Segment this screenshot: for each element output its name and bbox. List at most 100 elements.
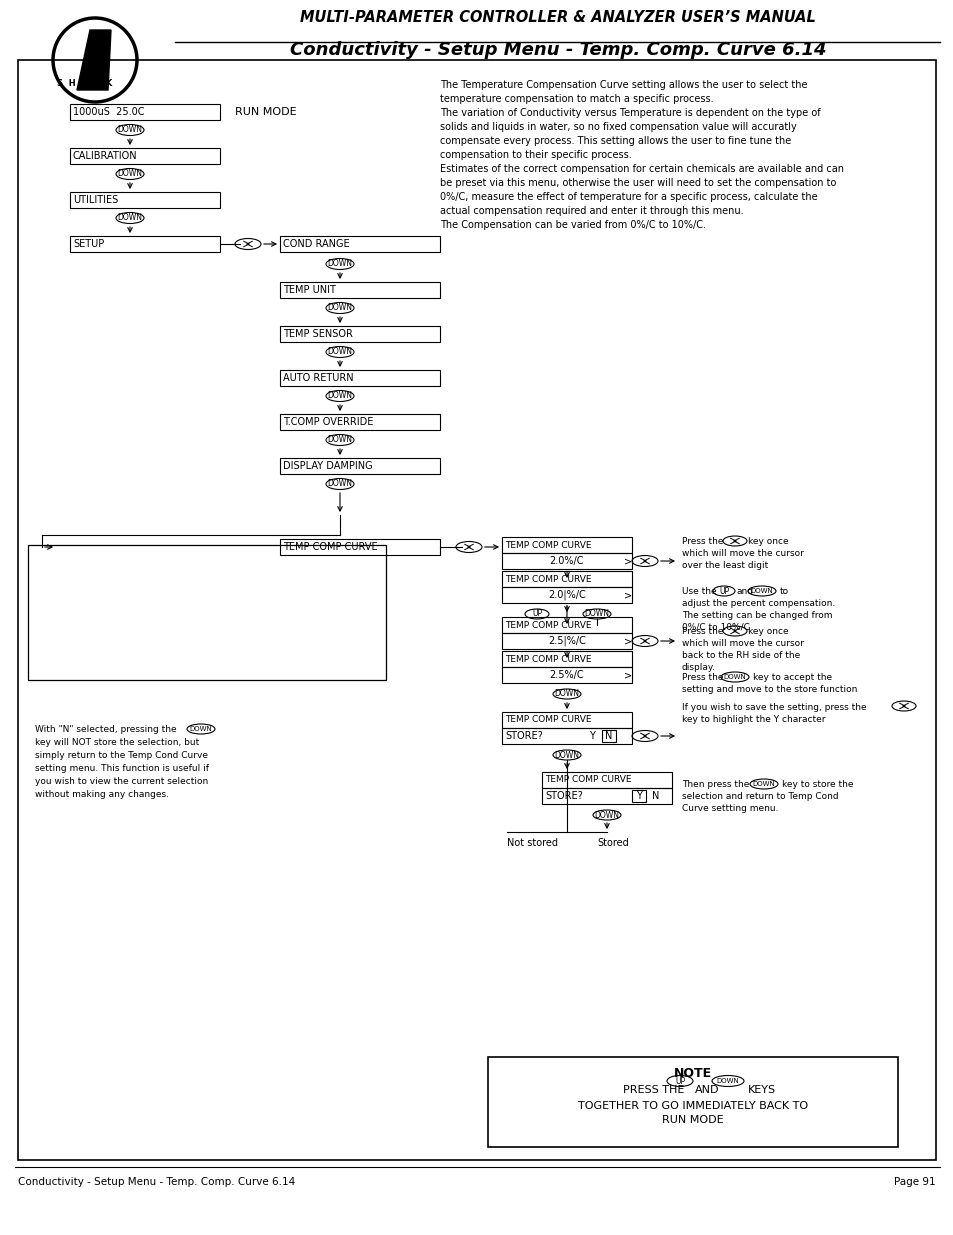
Text: which will move the cursor: which will move the cursor: [681, 638, 803, 648]
Bar: [70, 148, 220, 164]
Text: key once: key once: [747, 627, 788, 636]
Text: simply return to the Temp Cond Curve: simply return to the Temp Cond Curve: [35, 751, 208, 760]
Text: PRESS THE: PRESS THE: [622, 1086, 683, 1095]
Text: selection and return to Temp Cond: selection and return to Temp Cond: [681, 792, 838, 802]
Text: DOWN: DOWN: [750, 588, 773, 594]
Bar: [501, 634, 631, 650]
Text: The setting can be changed from: The setting can be changed from: [681, 611, 832, 620]
Text: Y: Y: [588, 731, 595, 741]
Text: UP: UP: [719, 587, 728, 595]
Text: key to store the: key to store the: [781, 781, 853, 789]
Text: RUN MODE: RUN MODE: [234, 107, 296, 117]
Text: Press the: Press the: [681, 537, 722, 546]
Text: 2.5%/C: 2.5%/C: [549, 671, 583, 680]
Text: setting menu. This function is useful if: setting menu. This function is useful if: [35, 764, 209, 773]
Text: Conductivity - Setup Menu - Temp. Comp. Curve 6.14: Conductivity - Setup Menu - Temp. Comp. …: [18, 1177, 294, 1187]
Text: DOWN: DOWN: [117, 169, 142, 179]
Bar: [501, 587, 631, 603]
Text: UP: UP: [532, 610, 541, 619]
Bar: [280, 458, 439, 474]
Text: and: and: [737, 587, 753, 597]
Text: SETUP: SETUP: [73, 240, 104, 249]
Text: Conductivity - Setup Menu - Temp. Comp. Curve 6.14: Conductivity - Setup Menu - Temp. Comp. …: [290, 41, 825, 59]
Text: key to accept the: key to accept the: [752, 673, 831, 682]
Text: TEMP SENSOR: TEMP SENSOR: [283, 329, 353, 338]
Text: TEMP COMP CURVE: TEMP COMP CURVE: [283, 542, 377, 552]
Text: DOWN: DOWN: [117, 126, 142, 135]
Text: 0%/C, measure the effect of temperature for a specific process, calculate the: 0%/C, measure the effect of temperature …: [439, 191, 817, 203]
Text: S  H  A  R  K: S H A R K: [57, 79, 112, 88]
Text: Press the: Press the: [681, 627, 722, 636]
Text: Use the: Use the: [681, 587, 716, 597]
Text: you wish to view the current selection: you wish to view the current selection: [35, 777, 208, 785]
Text: DOWN: DOWN: [584, 610, 609, 619]
Text: N: N: [651, 790, 659, 802]
Text: If you wish to save the setting, press the: If you wish to save the setting, press t…: [681, 703, 865, 713]
Polygon shape: [77, 30, 111, 90]
Text: The variation of Conductivity versus Temperature is dependent on the type of: The variation of Conductivity versus Tem…: [439, 107, 820, 119]
Text: N: N: [604, 731, 612, 741]
Text: DOWN: DOWN: [190, 726, 213, 732]
Text: DOWN: DOWN: [327, 479, 352, 489]
Text: back to the RH side of the: back to the RH side of the: [681, 651, 800, 659]
Text: STORE?: STORE?: [504, 731, 542, 741]
Bar: [501, 713, 631, 727]
Text: The Temperature Compensation Curve setting allows the user to select the: The Temperature Compensation Curve setti…: [439, 80, 806, 90]
Bar: [501, 553, 631, 569]
Text: TEMP COMP CURVE: TEMP COMP CURVE: [504, 574, 591, 583]
Text: DOWN: DOWN: [554, 689, 578, 699]
Text: TEMP COMP CURVE: TEMP COMP CURVE: [504, 655, 591, 663]
Text: TEMP COMP CURVE: TEMP COMP CURVE: [544, 776, 631, 784]
Bar: [280, 370, 439, 387]
Text: DOWN: DOWN: [117, 214, 142, 222]
Text: 1000uS  25.0C: 1000uS 25.0C: [73, 107, 144, 117]
Bar: [280, 326, 439, 342]
Text: Curve settting menu.: Curve settting menu.: [681, 804, 778, 813]
Text: Y: Y: [636, 790, 641, 802]
Text: >: >: [623, 636, 632, 646]
Text: key to highlight the Y character: key to highlight the Y character: [681, 715, 824, 724]
Text: COND RANGE: COND RANGE: [283, 240, 349, 249]
Text: DOWN: DOWN: [327, 347, 352, 357]
Text: 2.5|%/C: 2.5|%/C: [547, 636, 585, 646]
Text: Then press the: Then press the: [681, 781, 749, 789]
Bar: [501, 537, 631, 553]
Text: key once: key once: [747, 537, 788, 546]
Text: DOWN: DOWN: [327, 391, 352, 400]
Text: TEMP COMP CURVE: TEMP COMP CURVE: [504, 541, 591, 550]
Bar: [501, 651, 631, 667]
Bar: [70, 236, 220, 252]
Text: which will move the cursor: which will move the cursor: [681, 550, 803, 558]
Text: RUN MODE: RUN MODE: [661, 1115, 723, 1125]
Text: be preset via this menu, otherwise the user will need to set the compensation to: be preset via this menu, otherwise the u…: [439, 178, 836, 188]
Text: temperature compensation to match a specific process.: temperature compensation to match a spec…: [439, 94, 713, 104]
Text: Stored: Stored: [597, 839, 628, 848]
Text: key will NOT store the selection, but: key will NOT store the selection, but: [35, 739, 199, 747]
Text: >: >: [623, 671, 632, 680]
Bar: [280, 538, 439, 555]
Bar: [70, 104, 220, 120]
Text: DOWN: DOWN: [327, 304, 352, 312]
Text: TEMP COMP CURVE: TEMP COMP CURVE: [504, 620, 591, 630]
Text: Not stored: Not stored: [506, 839, 558, 848]
Text: >: >: [623, 590, 632, 600]
Bar: [501, 667, 631, 683]
Text: DOWN: DOWN: [752, 781, 775, 787]
Bar: [70, 191, 220, 207]
Text: compensation to their specific process.: compensation to their specific process.: [439, 149, 631, 161]
Text: DOWN: DOWN: [723, 674, 745, 680]
Bar: [501, 618, 631, 634]
Bar: [631, 790, 645, 802]
Text: T.COMP OVERRIDE: T.COMP OVERRIDE: [283, 417, 373, 427]
Text: 0%/C to 10%/C: 0%/C to 10%/C: [681, 622, 749, 632]
Text: DOWN: DOWN: [716, 1078, 739, 1084]
Bar: [541, 772, 671, 788]
Text: DISPLAY DAMPING: DISPLAY DAMPING: [283, 461, 373, 471]
Text: TOGETHER TO GO IMMEDIATELY BACK TO: TOGETHER TO GO IMMEDIATELY BACK TO: [578, 1100, 807, 1112]
Text: Page 91: Page 91: [893, 1177, 935, 1187]
Text: TEMP COMP CURVE: TEMP COMP CURVE: [504, 715, 591, 725]
Bar: [18, 61, 935, 1160]
Text: adjust the percent compensation.: adjust the percent compensation.: [681, 599, 835, 608]
Text: NOTE: NOTE: [673, 1067, 711, 1079]
Bar: [280, 414, 439, 430]
